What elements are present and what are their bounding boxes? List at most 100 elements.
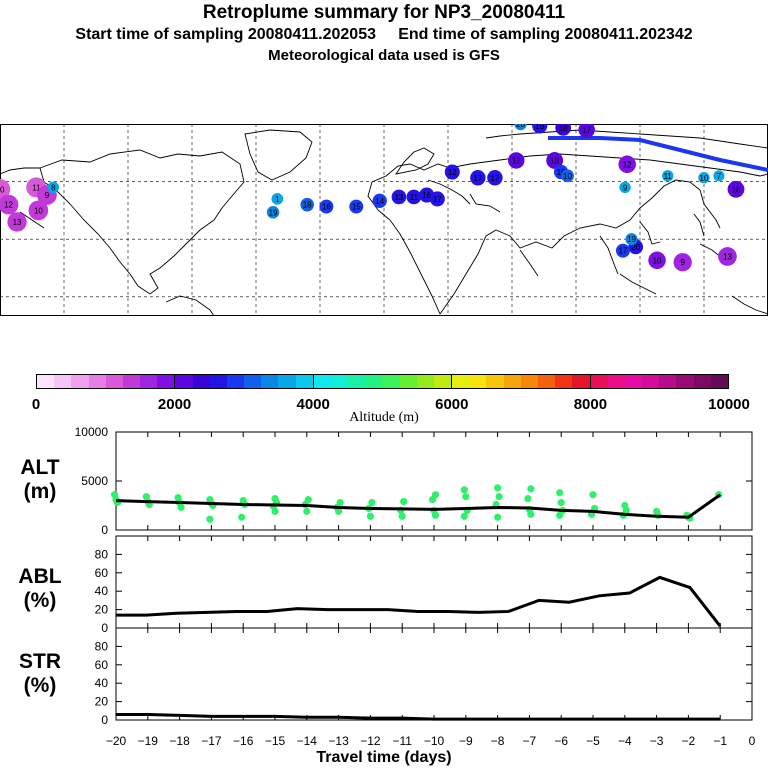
colorbar-swatch [693,375,711,388]
colorbar-swatch [710,375,728,388]
alt-scatter-point [556,511,564,519]
abl-ytick-label: 80 [95,547,109,561]
alt-scatter-point [462,493,470,501]
alt-series-line [115,493,722,519]
alt-scatter-point [400,497,408,506]
plume-marker-label: 16 [422,191,431,200]
plume-marker-label: 11 [664,172,673,181]
colorbar-swatch [226,375,245,388]
colorbar-swatch [642,375,660,388]
plume-marker-dot [618,155,636,174]
alt-label-line1: ALT [20,456,60,479]
plume-marker-label: 19 [535,124,544,131]
colorbar-swatch [295,375,314,388]
abl-ytick-label: 40 [95,584,109,598]
plume-marker: 20 [514,124,527,131]
plume-marker: 12 [618,155,636,174]
colorbar-tick-label: 8000 [573,396,608,413]
plume-marker: 18 [300,197,315,212]
plume-marker: 7 [713,170,725,182]
alt-scatter-point [177,503,185,512]
trajectory-path [548,136,768,172]
plume-marker-dot [514,124,527,131]
plume-marker-label: 9 [623,183,628,192]
alt-scatter-point [366,512,374,520]
colorbar-swatch [676,375,694,388]
plume-marker-label: 16 [322,203,331,212]
plume-marker-dot [0,179,11,200]
plume-marker-label: 15 [352,203,361,212]
plume-marker-label: 17 [618,247,627,256]
plume-marker: 10 [561,169,574,183]
plume-marker-label: 12 [623,160,632,169]
x-tick-label: −16 [233,734,254,748]
colorbar-swatch [659,375,677,388]
abl-ytick-label: 0 [101,621,108,635]
colorbar-swatch [175,375,193,388]
colorbar-tick-label: 2000 [157,396,192,413]
plume-marker-label: 20 [631,243,640,252]
plume-marker-dot [28,200,49,221]
plume-marker-dot [271,192,284,205]
colorbar-label: Altitude (m) [349,410,419,425]
alt-scatter-point [206,515,214,523]
colorbar-tick-label: 10000 [708,396,750,413]
alt-scatter-point [303,507,311,515]
alt-scatter-point [524,495,532,503]
x-tick-label: −13 [328,734,349,748]
colorbar-swatch [452,375,470,388]
abl-panel-frame [115,535,753,629]
abl-label-line1: ABL [18,565,62,588]
plume-marker: 11 [662,170,674,182]
plume-marker-label: 17 [490,174,499,183]
colorbar-swatch [469,375,487,388]
str-panel-frame [115,627,753,721]
plume-marker-dot [266,206,280,219]
plume-marker: 18 [555,124,572,136]
altitude-colorbar [36,374,729,389]
plume-marker-label: 17 [433,195,442,204]
colorbar-swatch [348,375,366,388]
plume-marker-dot [7,212,27,232]
plume-marker: 10 [648,251,666,270]
plume-marker: 14 [372,193,387,208]
plume-marker-dot [372,193,387,208]
plume-marker-label: 13 [13,218,22,227]
colorbar-swatch [157,375,176,388]
x-tick-label: −11 [392,734,412,748]
end-time-label: End time of sampling 20080411.202342 [398,26,693,43]
colorbar-swatch [416,375,434,388]
colorbar-swatch [433,375,453,388]
colorbar-swatch [209,375,227,388]
plume-marker-dot [673,253,692,272]
x-tick-label: −18 [169,734,190,748]
x-tick-label: −10 [424,734,445,748]
plume-marker: 11 [406,189,422,205]
sampling-times: Start time of sampling 20080411.202053 E… [0,26,768,44]
x-tick-label: −17 [201,734,222,748]
str-ytick-label: 20 [95,695,109,709]
colorbar-swatch [330,375,349,388]
plume-marker-label: 20 [516,124,525,129]
alt-scatter-point [398,512,406,520]
colorbar-swatch [105,375,123,388]
x-tick-label: −1 [713,734,727,748]
plume-marker-dot [662,170,674,182]
colorbar-swatch [244,375,262,388]
str-series-line [116,712,721,721]
plume-marker-label: 18 [559,124,568,133]
str-label-line2: (%) [23,674,57,697]
plume-marker: 20 [0,179,11,200]
plume-marker-dot [578,124,595,138]
colorbar-swatch [572,375,591,388]
x-tick-label: −3 [650,734,664,748]
plume-marker-dot [532,124,548,134]
plume-marker-label: 10 [700,174,709,183]
colorbar-swatch [140,375,158,388]
plume-marker: 16 [319,199,334,214]
plume-marker: 18 [727,180,745,198]
plume-marker-label: 10 [34,206,43,215]
x-axis-label: Travel time (days) [316,749,452,766]
alt-ytick-label: 10000 [75,425,109,439]
plume-marker-label: 19 [269,208,278,217]
